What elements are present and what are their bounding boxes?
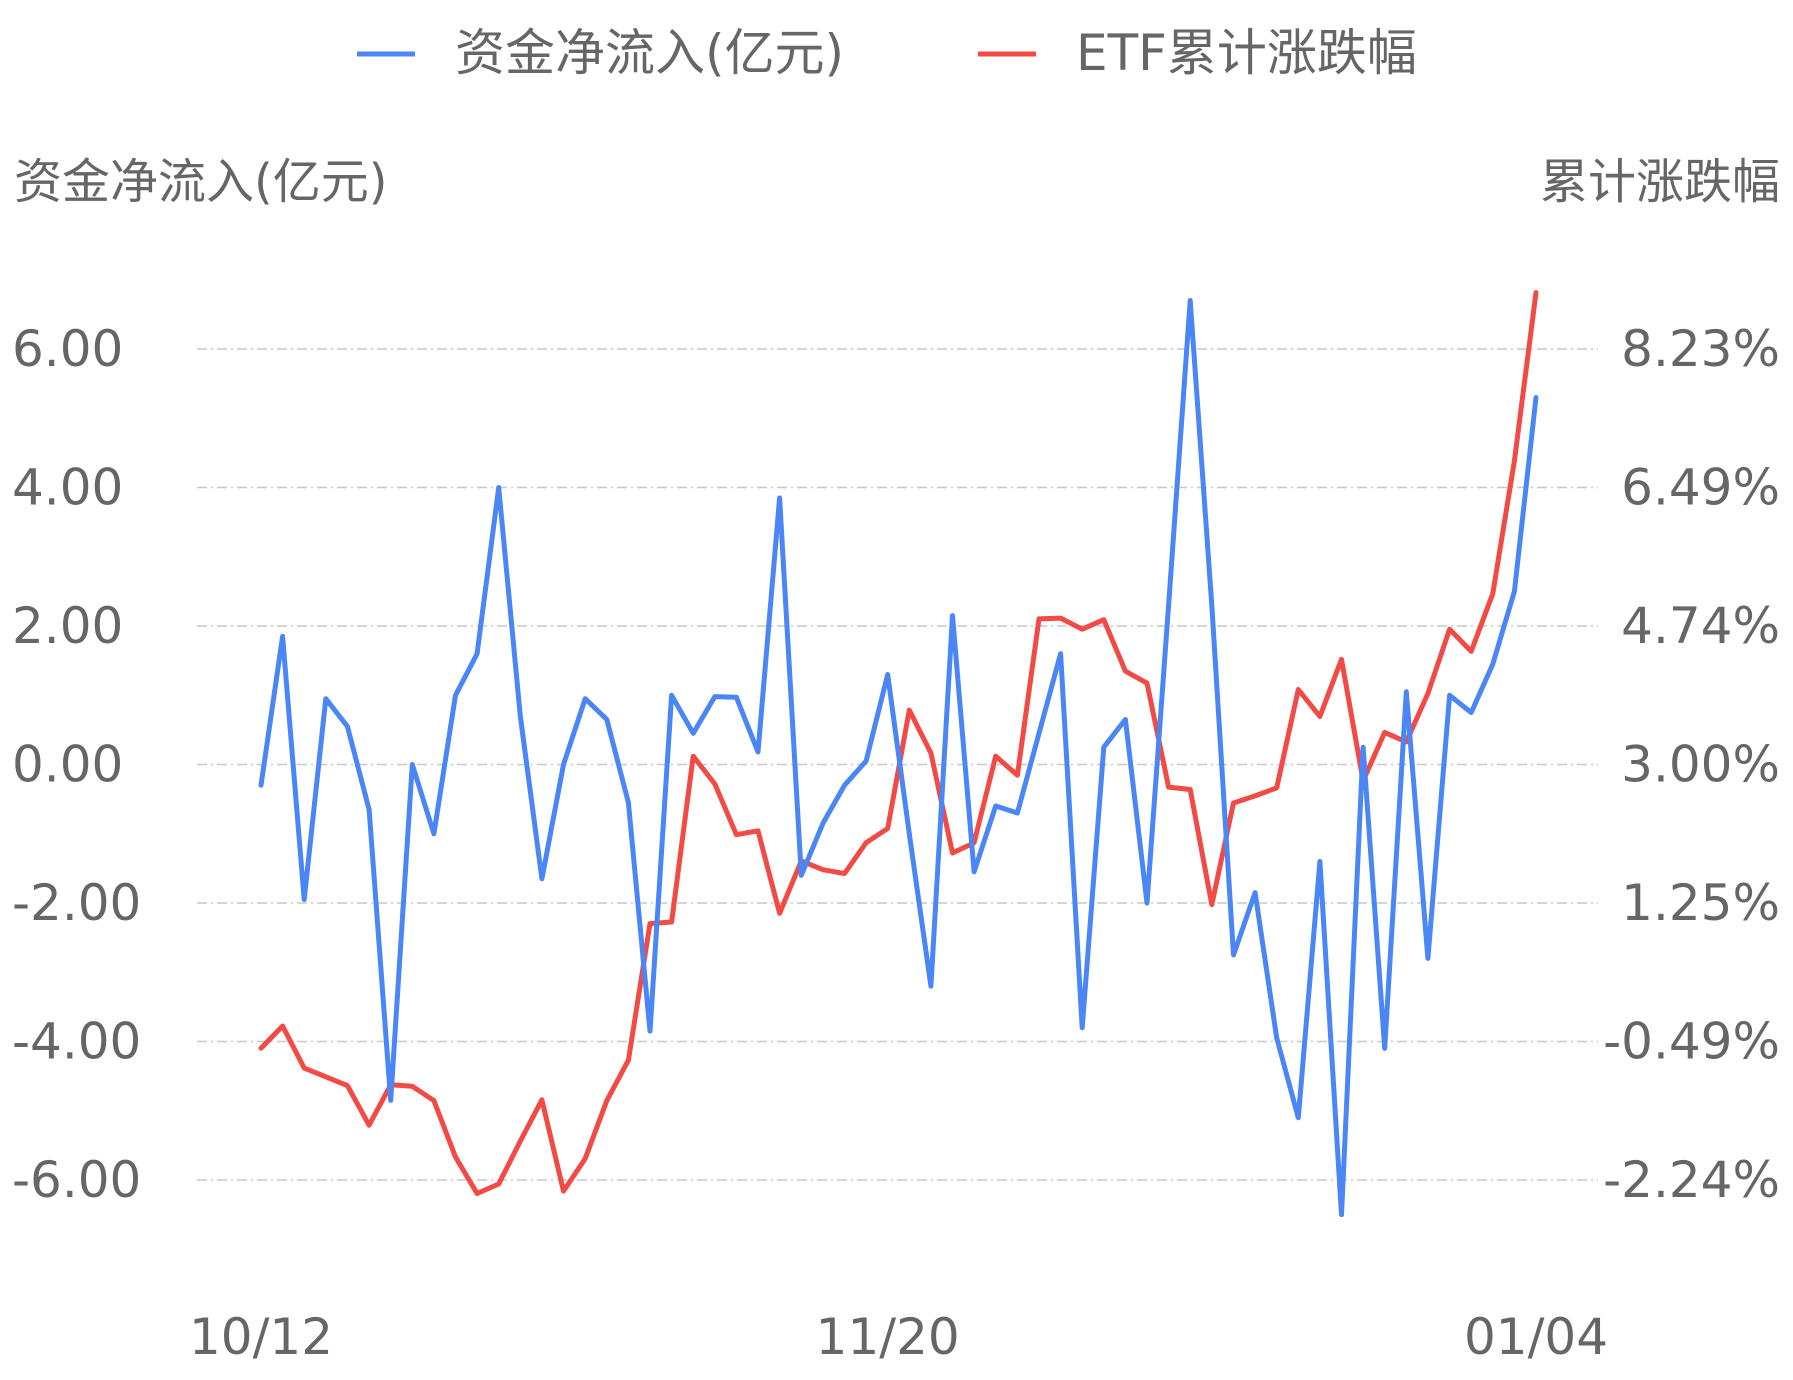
y-left-tick-label: 4.00 xyxy=(12,459,123,517)
series-line-net-inflow xyxy=(258,298,1539,1218)
y-left-tick-label: -2.00 xyxy=(12,874,141,932)
legend-label-cumulative: ETF累计涨跌幅 xyxy=(1076,24,1417,82)
y-left-tick-label: 0.00 xyxy=(12,736,123,794)
y-right-tick-label: -0.49% xyxy=(1603,1013,1780,1071)
x-tick-label: 10/12 xyxy=(189,1308,333,1366)
y-right-tick-label: -2.24% xyxy=(1603,1151,1780,1209)
y-right-tick-label: 4.74% xyxy=(1621,597,1780,655)
y-left-tick-labels: 6.00 4.00 2.00 0.00 -2.00 -4.00 -6.00 xyxy=(12,320,141,1209)
series-lines xyxy=(258,290,1539,1218)
x-tick-labels: 10/12 11/20 01/04 xyxy=(189,1308,1608,1366)
y-left-tick-label: 2.00 xyxy=(12,597,123,655)
y-right-tick-label: 6.49% xyxy=(1621,459,1780,517)
y-right-tick-label: 8.23% xyxy=(1621,320,1780,378)
y-right-tick-label: 3.00% xyxy=(1621,736,1780,794)
y-left-tick-label: 6.00 xyxy=(12,320,123,378)
x-tick-label: 11/20 xyxy=(816,1308,960,1366)
y-right-tick-label: 1.25% xyxy=(1621,874,1780,932)
y-left-tick-label: -6.00 xyxy=(12,1151,141,1209)
y-left-tick-label: -4.00 xyxy=(12,1013,141,1071)
y-right-axis-title: 累计涨跌幅 xyxy=(1540,154,1780,210)
y-left-axis-title: 资金净流入(亿元) xyxy=(14,154,387,210)
y-right-tick-labels: 8.23% 6.49% 4.74% 3.00% 1.25% -0.49% -2.24% xyxy=(1603,320,1780,1209)
legend: 资金净流入(亿元) ETF累计涨跌幅 xyxy=(357,24,1417,82)
x-tick-label: 01/04 xyxy=(1464,1308,1608,1366)
legend-label-net-inflow: 资金净流入(亿元) xyxy=(455,24,844,82)
